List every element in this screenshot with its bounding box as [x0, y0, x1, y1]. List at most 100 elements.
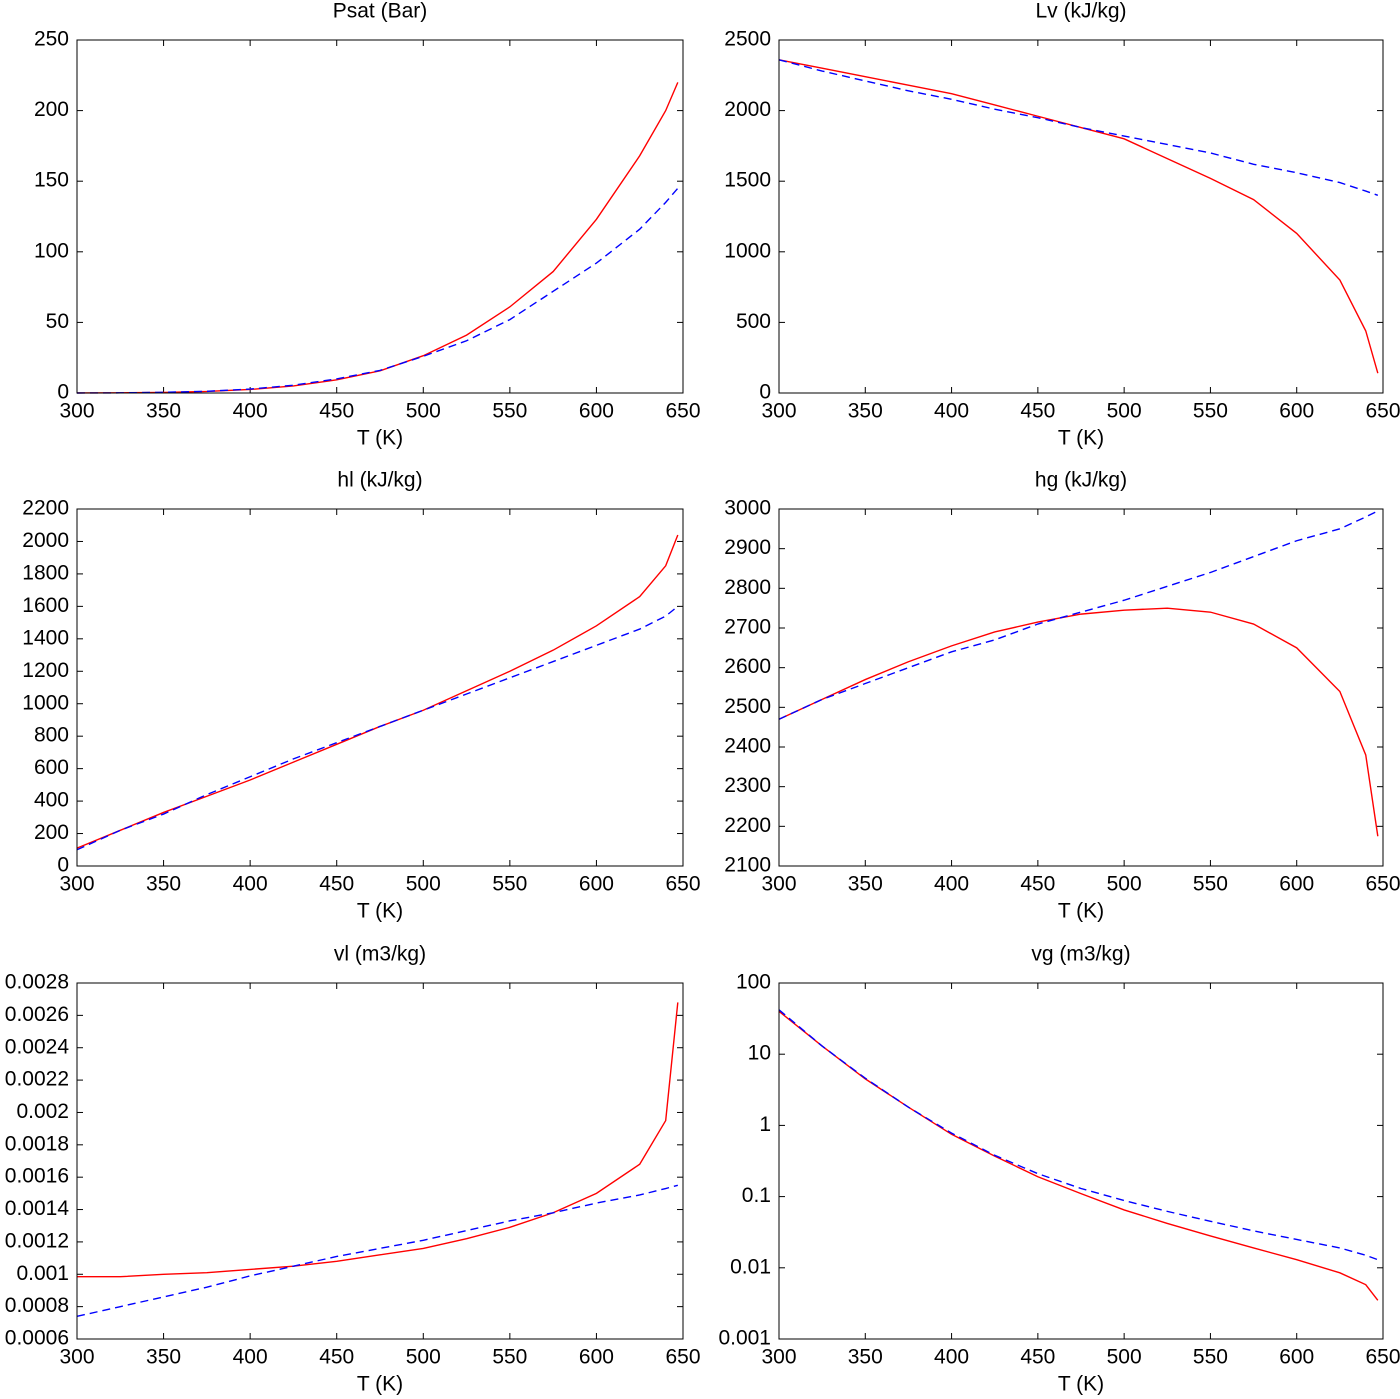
x-tick-label: 500	[1107, 873, 1142, 896]
y-tick-label: 2300	[724, 774, 771, 797]
x-tick-label: 500	[406, 873, 441, 896]
chart-title: hg (kJ/kg)	[1035, 469, 1127, 492]
x-tick-label: 350	[848, 400, 883, 423]
y-tick-label: 0.0022	[5, 1068, 69, 1091]
x-tick-label: 450	[319, 400, 354, 423]
y-tick-label: 0.0008	[5, 1294, 69, 1317]
data-line	[778, 1010, 1379, 1301]
y-tick-label: 0.0028	[5, 971, 69, 994]
x-axis-label: T (K)	[357, 427, 403, 450]
y-tick-label: 1	[759, 1113, 771, 1136]
y-tick-label: 2200	[22, 497, 69, 520]
y-tick-label: 0.002	[16, 1100, 69, 1123]
y-tick-label: 0.0024	[5, 1035, 70, 1058]
y-tick-label: 0.1	[742, 1184, 771, 1207]
x-tick-label: 600	[579, 400, 614, 423]
x-tick-label: 450	[1020, 1346, 1055, 1369]
data-line	[778, 1009, 1379, 1261]
x-tick-label: 500	[406, 1346, 441, 1369]
y-tick-label: 3000	[724, 497, 771, 520]
y-tick-label: 1800	[22, 561, 69, 584]
x-tick-label: 550	[1193, 400, 1228, 423]
x-tick-label: 300	[761, 1346, 796, 1369]
data-line	[778, 510, 1379, 720]
data-line	[76, 82, 679, 394]
x-tick-label: 650	[665, 400, 700, 423]
y-tick-label: 50	[46, 310, 69, 333]
x-tick-label: 650	[1365, 400, 1400, 423]
plot-frame	[778, 982, 1384, 1340]
y-tick-label: 500	[736, 310, 771, 333]
plot-frame	[778, 39, 1384, 394]
x-axis-label: T (K)	[1058, 1373, 1104, 1396]
y-tick-label: 2200	[724, 814, 771, 837]
data-line	[76, 187, 679, 394]
y-tick-label: 1000	[724, 239, 771, 262]
x-tick-label: 350	[848, 873, 883, 896]
y-tick-label: 200	[34, 98, 69, 121]
y-tick-label: 0.0014	[5, 1197, 70, 1220]
x-tick-label: 400	[934, 873, 969, 896]
x-tick-label: 300	[59, 1346, 94, 1369]
y-tick-label: 0.01	[730, 1255, 771, 1278]
plot-frame	[76, 508, 684, 867]
x-tick-label: 450	[1020, 873, 1055, 896]
y-tick-label: 2800	[724, 576, 771, 599]
y-tick-label: 10	[748, 1042, 771, 1065]
plot-frame	[76, 982, 684, 1340]
y-tick-label: 800	[34, 724, 69, 747]
y-tick-label: 1600	[22, 594, 69, 617]
data-line	[778, 607, 1379, 837]
x-tick-label: 300	[761, 400, 796, 423]
y-tick-label: 1000	[22, 691, 69, 714]
y-tick-label: 2500	[724, 28, 771, 51]
y-tick-label: 0.0016	[5, 1165, 69, 1188]
y-tick-label: 0.0018	[5, 1132, 69, 1155]
y-tick-label: 100	[34, 239, 69, 262]
x-tick-label: 500	[406, 400, 441, 423]
y-tick-label: 100	[736, 971, 771, 994]
y-tick-label: 400	[34, 789, 69, 812]
x-tick-label: 600	[579, 873, 614, 896]
x-tick-label: 500	[1107, 1346, 1142, 1369]
x-tick-label: 350	[146, 400, 181, 423]
data-line	[76, 1184, 678, 1318]
chart-title: vg (m3/kg)	[1031, 943, 1130, 966]
x-axis-label: T (K)	[1058, 427, 1104, 450]
x-tick-label: 500	[1107, 400, 1142, 423]
y-tick-label: 2500	[724, 695, 771, 718]
x-tick-label: 600	[579, 1346, 614, 1369]
x-tick-label: 300	[59, 400, 94, 423]
x-tick-label: 450	[319, 1346, 354, 1369]
x-tick-label: 650	[1365, 1346, 1400, 1369]
chart-title: vl (m3/kg)	[334, 943, 426, 966]
y-tick-label: 0	[759, 381, 771, 404]
x-tick-label: 600	[1279, 1346, 1314, 1369]
plot-frame	[778, 508, 1384, 867]
x-tick-label: 400	[233, 873, 268, 896]
x-tick-label: 350	[848, 1346, 883, 1369]
y-tick-label: 2000	[724, 98, 771, 121]
x-tick-label: 350	[146, 873, 181, 896]
x-tick-label: 550	[1193, 873, 1228, 896]
y-tick-label: 0	[57, 854, 69, 877]
y-tick-label: 2700	[724, 616, 771, 639]
data-line	[77, 1002, 679, 1278]
x-tick-label: 600	[1279, 400, 1314, 423]
x-tick-label: 400	[233, 1346, 268, 1369]
plot-frame	[76, 39, 684, 394]
y-tick-label: 1500	[724, 169, 771, 192]
x-tick-label: 650	[665, 1346, 700, 1369]
y-tick-label: 200	[34, 821, 69, 844]
y-tick-label: 0.001	[16, 1262, 69, 1285]
chart-title: hl (kJ/kg)	[337, 469, 422, 492]
y-tick-label: 2100	[724, 854, 771, 877]
y-tick-label: 2400	[724, 735, 771, 758]
x-tick-label: 300	[761, 873, 796, 896]
y-tick-label: 0.0026	[5, 1003, 69, 1026]
x-tick-label: 650	[665, 873, 700, 896]
y-tick-label: 2600	[724, 655, 771, 678]
x-tick-label: 300	[59, 873, 94, 896]
data-line	[76, 534, 679, 849]
